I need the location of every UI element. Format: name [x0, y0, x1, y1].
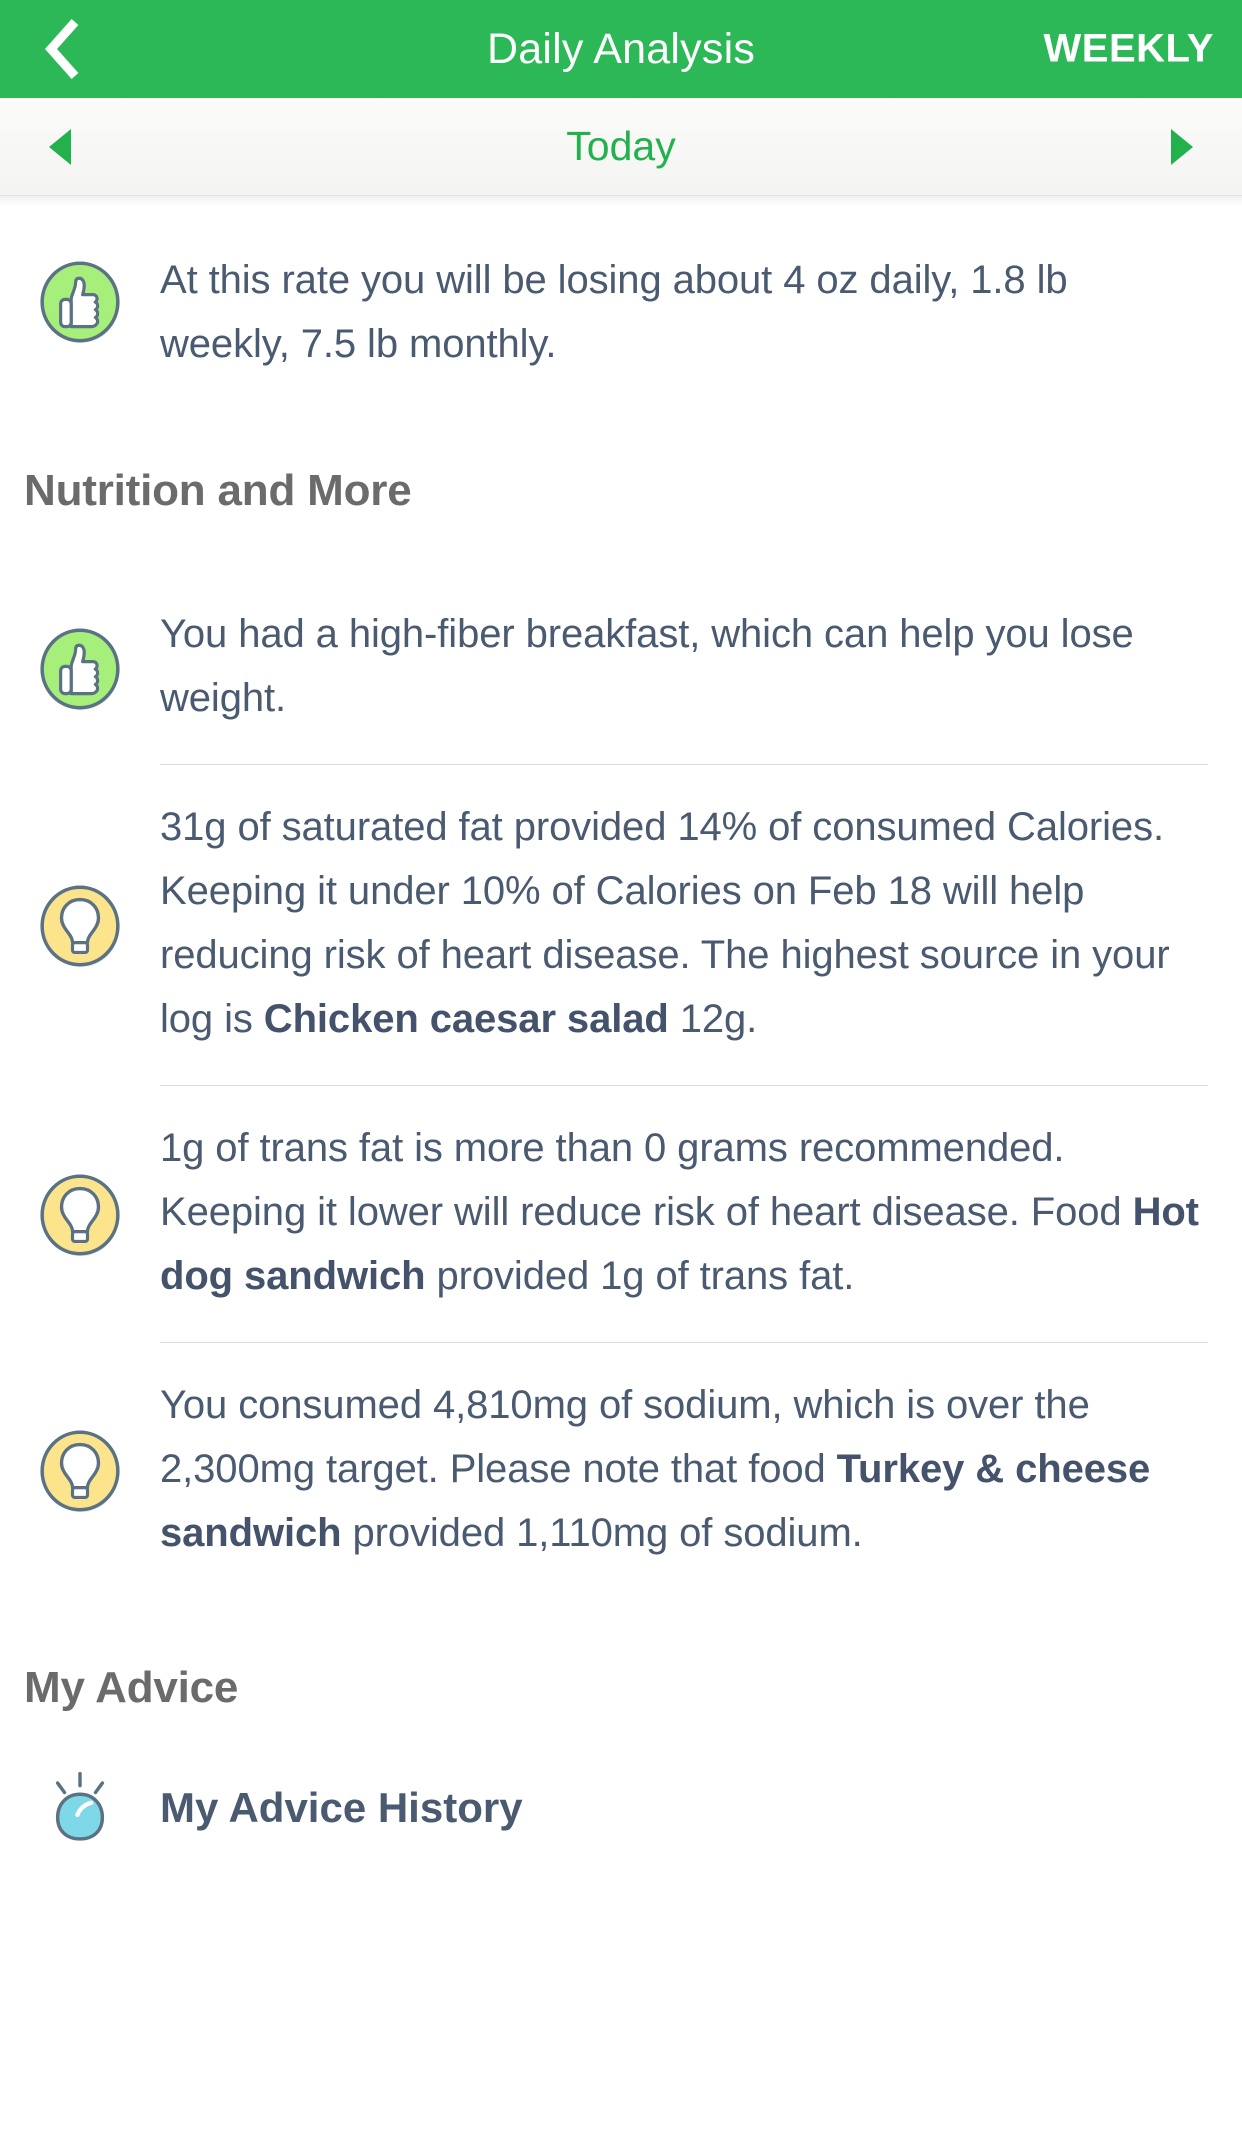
- content-top-shadow: [0, 196, 1242, 206]
- item-divider: [160, 1085, 1208, 1086]
- food-name: Turkey & cheese sandwich: [160, 1447, 1151, 1555]
- thumbs-up-icon: [36, 258, 124, 346]
- idea-sun-icon: [37, 1765, 123, 1851]
- back-button[interactable]: [28, 9, 98, 89]
- food-name: Hot dog sandwich: [160, 1190, 1199, 1298]
- nutrition-item-icon-cell: [0, 1427, 160, 1515]
- nutrition-item-text: You consumed 4,810mg of sodium, which is…: [160, 1343, 1208, 1599]
- text-part: 1g of trans fat is more than 0 grams rec…: [160, 1126, 1133, 1234]
- list-item[interactable]: You had a high-fiber breakfast, which ca…: [0, 572, 1242, 765]
- triangle-left-icon: [49, 128, 71, 165]
- current-date-label[interactable]: Today: [566, 123, 676, 169]
- item-divider: [160, 1342, 1208, 1343]
- chevron-left-icon: [41, 16, 85, 82]
- text-part: 12g.: [668, 997, 758, 1041]
- triangle-right-icon: [1171, 128, 1193, 165]
- text-part: 31g of saturated fat provided 14% of con…: [160, 805, 1170, 1041]
- lightbulb-icon: [36, 1171, 124, 1259]
- nutrition-list: You had a high-fiber breakfast, which ca…: [0, 516, 1242, 1599]
- thumbs-up-icon: [36, 625, 124, 713]
- nutrition-item-body: 1g of trans fat is more than 0 grams rec…: [160, 1086, 1242, 1343]
- text-part: You consumed 4,810mg of sodium, which is…: [160, 1383, 1090, 1491]
- list-item[interactable]: 31g of saturated fat provided 14% of con…: [0, 765, 1242, 1086]
- list-item[interactable]: You consumed 4,810mg of sodium, which is…: [0, 1343, 1242, 1599]
- advice-item-label: My Advice History: [160, 1784, 523, 1831]
- nutrition-item-body: You had a high-fiber breakfast, which ca…: [160, 572, 1242, 765]
- date-navigation-bar: Today: [0, 98, 1242, 196]
- analysis-content: At this rate you will be losing about 4 …: [0, 196, 1242, 1851]
- nutrition-item-text: 31g of saturated fat provided 14% of con…: [160, 765, 1208, 1085]
- section-title-my-advice: My Advice: [24, 1663, 239, 1712]
- nutrition-item-icon-cell: [0, 882, 160, 970]
- previous-day-button[interactable]: [20, 107, 100, 187]
- nutrition-item-text: 1g of trans fat is more than 0 grams rec…: [160, 1086, 1208, 1342]
- weight-rate-text: At this rate you will be losing about 4 …: [160, 258, 1068, 366]
- nutrition-item-text: You had a high-fiber breakfast, which ca…: [160, 572, 1208, 764]
- list-item[interactable]: 1g of trans fat is more than 0 grams rec…: [0, 1086, 1242, 1343]
- weekly-toggle-button[interactable]: WEEKLY: [1043, 26, 1214, 71]
- text-part: provided 1,110mg of sodium.: [341, 1511, 863, 1555]
- lightbulb-icon: [36, 1427, 124, 1515]
- page-title: Daily Analysis: [486, 24, 756, 73]
- next-day-button[interactable]: [1142, 107, 1222, 187]
- lightbulb-icon: [36, 882, 124, 970]
- nutrition-item-icon-cell: [0, 1171, 160, 1259]
- nutrition-item-body: 31g of saturated fat provided 14% of con…: [160, 765, 1242, 1086]
- advice-item-icon-cell: [0, 1765, 160, 1851]
- weight-rate-icon-cell: [0, 248, 160, 346]
- text-part: You had a high-fiber breakfast, which ca…: [160, 612, 1134, 720]
- list-item[interactable]: My Advice History: [0, 1765, 1242, 1851]
- food-name: Chicken caesar salad: [263, 997, 669, 1041]
- nutrition-item-icon-cell: [0, 625, 160, 713]
- app-header: Daily Analysis WEEKLY: [0, 0, 1242, 98]
- weight-rate-row: At this rate you will be losing about 4 …: [0, 206, 1242, 402]
- section-title-nutrition: Nutrition and More: [24, 466, 412, 515]
- item-divider: [160, 764, 1208, 765]
- text-part: provided 1g of trans fat.: [425, 1254, 855, 1298]
- advice-list: My Advice History: [0, 1713, 1242, 1851]
- nutrition-item-body: You consumed 4,810mg of sodium, which is…: [160, 1343, 1242, 1599]
